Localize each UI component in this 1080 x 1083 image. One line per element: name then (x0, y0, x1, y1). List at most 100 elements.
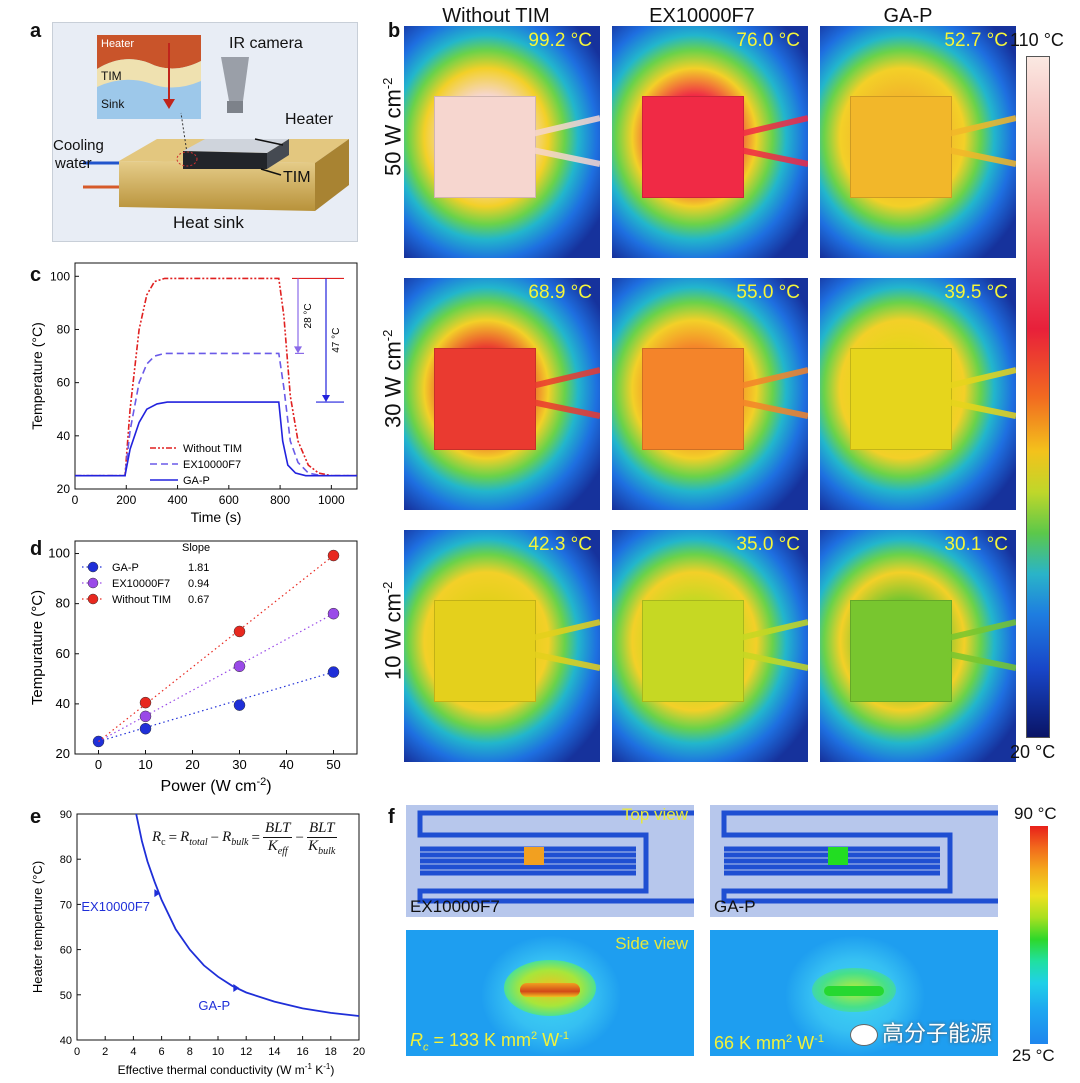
data-point (327, 666, 340, 678)
peak-temperature: 42.3 °C (528, 534, 592, 555)
arrowhead-28 (294, 346, 302, 354)
top-view-left: Top view EX10000F7 (406, 805, 694, 917)
panel-label-b: b (388, 20, 401, 42)
x-axis-title: Effective thermal conductivity (W m-1 K-… (118, 1062, 335, 1077)
thermal-image-10w-ga-p: 30.1 °C (820, 530, 1016, 762)
x-tick-label: 14 (268, 1046, 280, 1058)
heater-square (642, 600, 744, 702)
heater-square (434, 96, 536, 198)
watermark: 高分子能源 (850, 1016, 992, 1048)
side-view-label: Side view (615, 934, 688, 953)
y-tick-label: 100 (50, 269, 70, 283)
data-point (233, 660, 246, 673)
legend-label: GA-P (183, 475, 210, 487)
x-tick-label: 30 (232, 757, 246, 772)
x-tick-label: 20 (185, 757, 199, 772)
series-line-ex10000f7 (75, 352, 357, 477)
inset-tim-label: TIM (101, 69, 122, 83)
y-tick-label: 50 (60, 990, 72, 1002)
peak-temperature: 76.0 °C (736, 30, 800, 51)
legend-slope: 0.67 (188, 594, 209, 606)
peak-temperature: 35.0 °C (736, 534, 800, 555)
legend-marker (87, 561, 99, 573)
curve-marker (233, 984, 240, 993)
column-title-without-tim: Without TIM (442, 5, 550, 27)
column-title-ga-p: GA-P (883, 5, 933, 27)
x-tick-label: 50 (326, 757, 340, 772)
top-view-label-left: Top view (621, 805, 688, 824)
heater-square (850, 600, 952, 702)
x-tick-label: 10 (138, 757, 152, 772)
x-tick-label: 6 (159, 1046, 165, 1058)
x-tick-label: 16 (296, 1046, 308, 1058)
x-tick-label: 0 (74, 1046, 80, 1058)
heater-square (850, 96, 952, 198)
curve-label: GA-P (198, 998, 230, 1013)
legend-slope: 1.81 (188, 562, 209, 574)
thermal-image-30w-without-tim: 68.9 °C (404, 278, 600, 510)
heat-spot-right (828, 847, 848, 865)
y-tick-label: 70 (60, 899, 72, 911)
y-axis-title: Tempurature (°C) (29, 590, 46, 705)
panel-label-c: c (30, 264, 42, 286)
water-label: water (55, 155, 92, 172)
x-tick-label: 200 (116, 493, 136, 507)
material-label-right: GA-P (714, 897, 756, 916)
y-tick-label: 20 (57, 482, 71, 496)
temperature-time-chart: 0 200 400 600 800 1000 20 40 60 80 100 Time (s) Temp… (29, 262, 358, 525)
data-point (233, 625, 246, 638)
peak-temperature: 68.9 °C (528, 282, 592, 303)
peak-temperature: 30.1 °C (944, 534, 1008, 555)
heat-sink-label: Heat sink (173, 213, 244, 232)
ir-camera-label: IR camera (229, 35, 303, 52)
x-tick-label: 600 (219, 493, 239, 507)
data-point (233, 699, 246, 711)
data-point (139, 710, 152, 723)
inset-heater-label: Heater (101, 38, 135, 50)
x-tick-label: 40 (279, 757, 293, 772)
y-tick-label: 40 (60, 1035, 72, 1047)
heater-square (434, 348, 536, 450)
peak-temperature: 99.2 °C (528, 30, 592, 51)
thermal-image-30w-ex10000f7: 55.0 °C (612, 278, 808, 510)
panel-label-f: f (388, 806, 395, 828)
legend-label: Without TIM (183, 443, 242, 455)
y-tick-label: 60 (56, 646, 70, 661)
legend-label: EX10000F7 (183, 459, 241, 471)
heater-label: Heater (285, 111, 334, 128)
peak-temperature: 55.0 °C (736, 282, 800, 303)
column-title-ex10000f7: EX10000F7 (649, 5, 755, 27)
legend-title: Slope (182, 542, 210, 554)
curve-label: EX10000F7 (81, 899, 150, 914)
curve-marker (154, 889, 161, 898)
y-tick-label: 90 (60, 809, 72, 821)
peak-temperature: 52.7 °C (944, 30, 1008, 51)
panel-a-schematic: Heater TIM Sink IR camera Heater Cooling… (52, 22, 358, 242)
thermal-image-50w-ga-p: 52.7 °C (820, 26, 1016, 258)
arrowhead-47 (322, 395, 330, 403)
row-label-30: 30 W cm-2 (380, 329, 406, 428)
y-tick-label: 40 (56, 696, 70, 711)
x-tick-label: 0 (72, 493, 79, 507)
thermal-image-10w-without-tim: 42.3 °C (404, 530, 600, 762)
fit-line (98, 613, 334, 742)
x-tick-label: 18 (325, 1046, 337, 1058)
annotation-28: 28 °C (303, 303, 314, 328)
data-point (139, 722, 152, 735)
x-tick-label: 2 (102, 1046, 108, 1058)
y-tick-label: 100 (48, 546, 70, 561)
sim-colorbar-min: 25 °C (1012, 1046, 1055, 1065)
panel-label-e: e (30, 806, 42, 828)
x-axis-title: Power (W cm-2) (160, 776, 271, 795)
y-axis-title: Temperature (°C) (29, 322, 45, 430)
row-label-10: 10 W cm-2 (380, 581, 406, 680)
y-axis-title: Heater temperture (°C) (30, 861, 45, 993)
legend-label: GA-P (112, 562, 139, 574)
x-tick-label: 1000 (318, 493, 345, 507)
thermal-image-50w-without-tim: 99.2 °C (404, 26, 600, 258)
setup-illustration (83, 35, 349, 211)
thermal-colorbar (1026, 56, 1050, 738)
thermal-image-30w-ga-p: 39.5 °C (820, 278, 1016, 510)
side-view-right: 66 K mm2 W-1 高分子能源 (710, 930, 998, 1056)
x-tick-label: 800 (270, 493, 290, 507)
